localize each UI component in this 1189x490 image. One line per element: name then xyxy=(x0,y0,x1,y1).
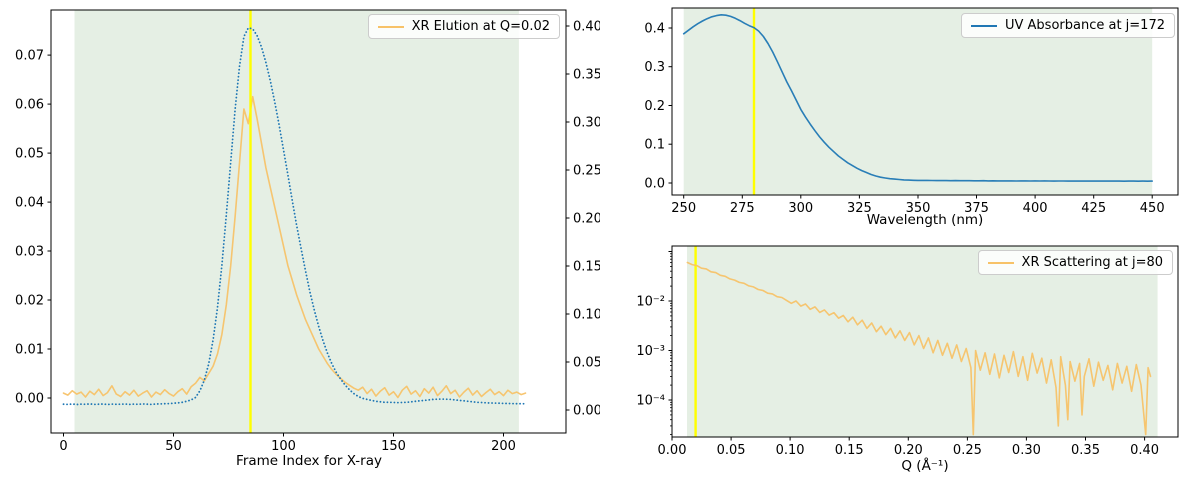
legend-line-sample-orange xyxy=(377,25,404,28)
x-tick-label: 0.25 xyxy=(953,443,982,458)
x-tick-label: 0 xyxy=(59,439,67,454)
legend-line-sample-orange xyxy=(987,261,1014,264)
axes-frame xyxy=(50,9,567,434)
x-axis-label-wavelength: Wavelength (nm) xyxy=(866,212,984,228)
y-right-tick-label: 0.00 xyxy=(573,404,600,419)
y-tick-label: 0.3 xyxy=(644,60,665,75)
y-tick-label: 0.07 xyxy=(15,49,44,64)
legend-xr-elution: XR Elution at Q=0.02 xyxy=(367,14,560,39)
axes-frame xyxy=(671,7,1179,196)
xr-scattering-plot: 0.00 0.05 0.10 0.15 0.20 0.25 0.30 0.35 0.40 10⁻²… xyxy=(636,245,1179,458)
y-right-tick-label: 0.10 xyxy=(573,308,600,323)
x-tick-label: 0.10 xyxy=(776,443,805,458)
y-tick-label: 10⁻⁴ xyxy=(636,394,665,409)
x-tick-label: 0.35 xyxy=(1071,443,1100,458)
valid-range-shade xyxy=(74,10,519,433)
x-tick-label: 350 xyxy=(906,201,931,216)
legend-label: XR Elution at Q=0.02 xyxy=(411,19,550,34)
x-tick-label: 0.00 xyxy=(658,443,687,458)
x-tick-label: 450 xyxy=(1140,201,1165,216)
y-tick-label: 0.03 xyxy=(15,245,44,260)
xr-scattering-curve xyxy=(686,261,1152,436)
y-tick-label: 0.02 xyxy=(15,294,44,309)
y-right-tick-label: 0.25 xyxy=(573,164,600,179)
axes-frame xyxy=(671,245,1179,438)
y-right-tick-label: 0.40 xyxy=(573,20,600,35)
uv-absorbance-plot: 250 275 300 325 350 375 400 425 450 0.0 0.1 0.2 0.3 0… xyxy=(644,7,1179,216)
x-tick-label: 425 xyxy=(1081,201,1106,216)
x-tick-label: 325 xyxy=(847,201,872,216)
y-tick-label: 10⁻³ xyxy=(636,344,665,359)
y-tick-label: 0.4 xyxy=(644,22,665,37)
xr-elution-curve xyxy=(62,95,527,399)
y-tick-label: 0.01 xyxy=(15,343,44,358)
uv-absorbance-overlay-dotted xyxy=(62,26,527,406)
y-tick-label: 0.1 xyxy=(644,138,665,153)
y-tick-label: 10⁻² xyxy=(636,295,665,310)
x-tick-label: 0.05 xyxy=(717,443,746,458)
x-tick-label: 275 xyxy=(730,201,755,216)
x-axis-label-q: Q (Å⁻¹) xyxy=(901,458,949,474)
legend-label: XR Scattering at j=80 xyxy=(1021,255,1163,270)
y-tick-label: 0.04 xyxy=(15,196,44,211)
legend-label: UV Absorbance at j=172 xyxy=(1004,18,1165,33)
x-tick-label: 300 xyxy=(788,201,813,216)
y-right-tick-label: 0.05 xyxy=(573,356,600,371)
x-tick-label: 50 xyxy=(165,439,182,454)
x-tick-label: 0.40 xyxy=(1130,443,1159,458)
y-tick-label: 0.2 xyxy=(644,99,665,114)
x-tick-label: 400 xyxy=(1023,201,1048,216)
x-tick-label: 0.20 xyxy=(894,443,923,458)
legend-line-sample-blue xyxy=(970,24,997,27)
y-right-tick-label: 0.20 xyxy=(573,212,600,227)
x-tick-label: 200 xyxy=(491,439,516,454)
uv-absorbance-curve xyxy=(682,14,1154,182)
y-right-tick-label: 0.30 xyxy=(573,116,600,131)
valid-range-shade xyxy=(683,8,1153,195)
y-tick-label: 0.00 xyxy=(15,392,44,407)
legend-xr-scattering: XR Scattering at j=80 xyxy=(977,250,1173,275)
x-tick-label: 100 xyxy=(271,439,296,454)
xray-elution-plot: 0 50 100 150 200 0.00 0.01 0.02 0.03 0.04 0.05 0.06… xyxy=(15,9,600,454)
y-tick-label: 0.06 xyxy=(15,98,44,113)
x-tick-label: 250 xyxy=(671,201,696,216)
valid-range-shade xyxy=(687,246,1158,437)
y-tick-label: 0.0 xyxy=(644,177,665,192)
x-tick-label: 375 xyxy=(964,201,989,216)
x-axis-label-frame-index: Frame Index for X-ray xyxy=(236,453,382,469)
legend-uv-absorbance: UV Absorbance at j=172 xyxy=(960,13,1175,38)
y-right-tick-label: 0.15 xyxy=(573,260,600,275)
y-tick-label: 0.05 xyxy=(15,147,44,162)
x-tick-label: 0.30 xyxy=(1012,443,1041,458)
x-tick-label: 0.15 xyxy=(835,443,864,458)
x-tick-label: 150 xyxy=(381,439,406,454)
y-right-tick-label: 0.35 xyxy=(573,68,600,83)
